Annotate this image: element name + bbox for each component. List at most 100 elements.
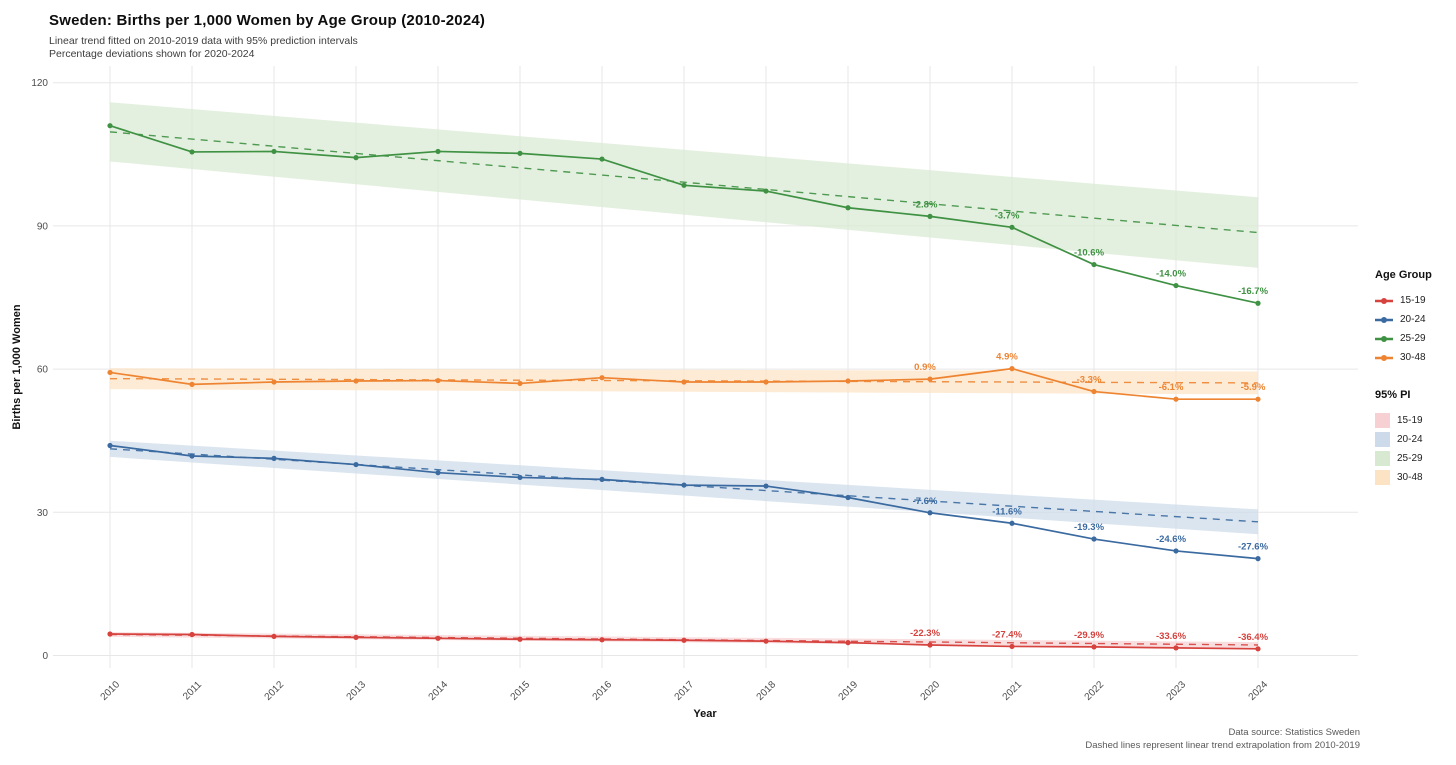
x-tick-2016: 2016 <box>591 679 615 703</box>
legend-label: 15-19 <box>1397 415 1423 426</box>
y-tick-120: 120 <box>31 78 48 89</box>
point-15-19-2018 <box>763 638 769 644</box>
legend-item-30-48: 30-48 <box>1375 348 1455 367</box>
point-15-19-2014 <box>435 635 441 641</box>
caption-line-1: Data source: Statistics Sweden <box>1228 727 1360 738</box>
chart-title: Sweden: Births per 1,000 Women by Age Gr… <box>49 12 486 29</box>
line-swatch-icon <box>1375 354 1393 361</box>
legend-item-25-29: 25-29 <box>1375 329 1455 348</box>
point-20-24-2019 <box>845 494 851 501</box>
subtitle-line-1: Linear trend fitted on 2010-2019 data wi… <box>49 35 358 47</box>
point-20-24-2012 <box>271 455 277 461</box>
point-25-29-2024 <box>1255 300 1261 306</box>
legend-label: 25-29 <box>1397 453 1423 464</box>
series-points-15-19 <box>107 631 1261 652</box>
legend-label: 15-19 <box>1400 295 1426 306</box>
data-series-lines <box>107 123 1261 652</box>
caption-line-2: Dashed lines represent linear trend extr… <box>1085 739 1360 751</box>
point-30-48-2023 <box>1173 396 1179 402</box>
point-25-29-2017 <box>681 182 687 188</box>
point-15-19-2016 <box>599 637 605 643</box>
band-swatch-icon <box>1375 451 1390 466</box>
deviation-label-25-29-2024: -16.7% <box>1238 286 1269 297</box>
point-30-48-2011 <box>189 381 195 387</box>
deviation-label-20-24-2021: -11.6% <box>992 506 1022 517</box>
series-points-20-24 <box>107 442 1261 562</box>
header: Sweden: Births per 1,000 Women by Age Gr… <box>49 12 485 60</box>
point-30-48-2012 <box>271 379 277 385</box>
point-30-48-2016 <box>599 375 605 381</box>
point-20-24-2010 <box>107 442 113 449</box>
deviation-label-25-29-2023: -14.0% <box>1156 269 1187 280</box>
legend-label: 30-48 <box>1400 352 1426 363</box>
deviation-label-30-48-2022: -3.3% <box>1077 375 1102 386</box>
deviation-label-15-19-2021: -27.4% <box>992 629 1023 640</box>
deviation-label-20-24-2023: -24.6% <box>1156 534 1187 545</box>
point-20-24-2015 <box>517 474 523 481</box>
point-30-48-2010 <box>107 369 113 376</box>
series-25-29 <box>107 123 1261 306</box>
y-tick-labels: 0 30 60 90 120 <box>31 78 48 662</box>
legend-label: 20-24 <box>1400 314 1426 325</box>
band-swatch-icon <box>1375 432 1390 447</box>
deviation-label-20-24-2024: -27.6% <box>1238 542 1269 553</box>
point-15-19-2017 <box>681 637 687 643</box>
x-tick-2019: 2019 <box>837 679 861 703</box>
point-30-48-2017 <box>681 379 687 385</box>
line-swatch-icon <box>1375 297 1393 304</box>
caption: Data source: Statistics Sweden Dashed li… <box>1085 727 1360 752</box>
point-15-19-2021 <box>1009 643 1015 650</box>
point-15-19-2019 <box>845 640 851 646</box>
deviation-label-15-19-2023: -33.6% <box>1156 631 1187 642</box>
x-tick-2014: 2014 <box>427 679 451 703</box>
series-points-25-29 <box>107 123 1261 306</box>
point-15-19-2023 <box>1173 645 1179 651</box>
legend-pi-item-20-24: 20-24 <box>1375 430 1455 449</box>
point-15-19-2010 <box>107 631 113 637</box>
point-30-48-2024 <box>1255 396 1261 402</box>
y-tick-60: 60 <box>37 365 49 376</box>
point-20-24-2011 <box>189 453 195 459</box>
point-25-29-2010 <box>107 123 113 129</box>
point-30-48-2014 <box>435 377 441 384</box>
legend-pi-item-15-19: 15-19 <box>1375 411 1455 430</box>
legend-age-group-title: Age Group <box>1375 269 1432 281</box>
deviation-label-20-24-2020: -7.6% <box>913 496 938 507</box>
y-tick-90: 90 <box>37 221 49 232</box>
point-15-19-2011 <box>189 631 195 638</box>
point-20-24-2024 <box>1255 556 1261 562</box>
point-25-29-2019 <box>845 205 851 211</box>
point-20-24-2017 <box>681 482 687 488</box>
series-points-30-48 <box>107 366 1261 402</box>
x-tick-2012: 2012 <box>263 679 287 703</box>
point-20-24-2014 <box>435 470 441 476</box>
deviation-label-25-29-2021: -3.7% <box>995 210 1020 221</box>
point-15-19-2020 <box>927 642 933 648</box>
legend-label: 20-24 <box>1397 434 1423 445</box>
point-20-24-2020 <box>927 510 933 516</box>
series-15-19 <box>107 631 1261 652</box>
point-30-48-2015 <box>517 380 523 387</box>
point-15-19-2015 <box>517 636 523 642</box>
point-25-29-2022 <box>1091 261 1097 268</box>
x-tick-2017: 2017 <box>673 679 697 703</box>
x-tick-2023: 2023 <box>1165 679 1189 703</box>
deviation-label-20-24-2022: -19.3% <box>1074 522 1105 533</box>
deviation-label-25-29-2020: -2.8% <box>913 199 938 210</box>
chart-subtitle: Linear trend fitted on 2010-2019 data wi… <box>49 35 485 60</box>
point-30-48-2019 <box>845 378 851 384</box>
point-15-19-2012 <box>271 633 277 640</box>
point-20-24-2013 <box>353 461 359 468</box>
point-15-19-2022 <box>1091 644 1097 650</box>
point-20-24-2018 <box>763 483 769 489</box>
band-swatch-icon <box>1375 413 1390 428</box>
point-25-29-2021 <box>1009 224 1015 230</box>
point-25-29-2014 <box>435 148 441 155</box>
legend-pi-item-25-29: 25-29 <box>1375 449 1455 468</box>
point-25-29-2020 <box>927 213 933 219</box>
x-tick-2011: 2011 <box>181 679 204 702</box>
deviation-label-30-48-2020: 0.9% <box>914 362 936 373</box>
x-tick-2022: 2022 <box>1083 679 1107 703</box>
point-25-29-2012 <box>271 148 277 155</box>
